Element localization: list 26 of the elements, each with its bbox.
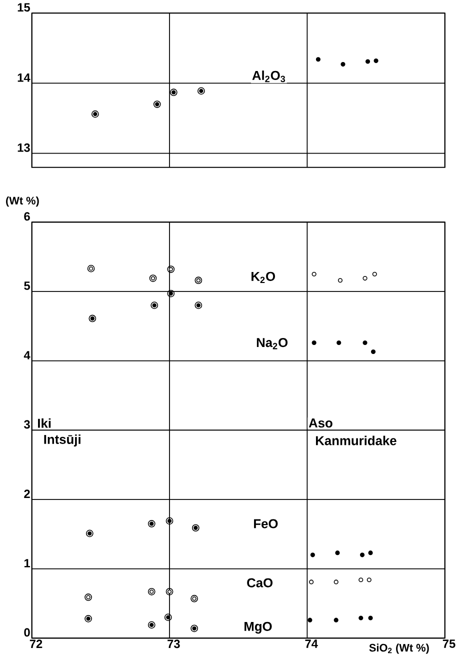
x-tick-label: 74: [305, 640, 318, 648]
y-tick-label: 14: [18, 74, 30, 82]
y-tick-label: 0: [24, 628, 30, 637]
y-tick-label: 6: [24, 212, 30, 221]
y-tick-label: 5: [24, 282, 30, 290]
x-tick-label: 72: [30, 640, 42, 648]
annotation: CaO: [247, 578, 273, 588]
annotation: FeO: [254, 519, 278, 528]
annotation: Kanmuridake: [316, 436, 396, 446]
y-tick-label: 4: [24, 351, 30, 360]
x-tick-label: 75: [442, 640, 456, 648]
y-tick-label: 3: [24, 420, 30, 429]
annotation: K$_{2}$O: [252, 272, 276, 284]
x-tick-label: 73: [168, 640, 180, 648]
annotation: Na$_{2}$O: [256, 338, 288, 350]
y-tick-label: 1: [24, 559, 30, 568]
y-tick-label: 13: [18, 143, 30, 152]
annotation: Al$_{2}$O$_{3}$: [252, 70, 286, 82]
annotation: Intsūji: [44, 434, 80, 447]
y-tick-label: 15: [18, 3, 30, 12]
y-axis-title: (Wt %): [6, 196, 39, 207]
y-tick-label: 2: [24, 490, 30, 498]
annotation: Aso: [308, 418, 332, 428]
x-axis-title: SiO$_{2}$ (Wt %): [369, 644, 429, 654]
annotation: MgO: [244, 622, 272, 634]
annotation: Iki: [38, 418, 51, 428]
